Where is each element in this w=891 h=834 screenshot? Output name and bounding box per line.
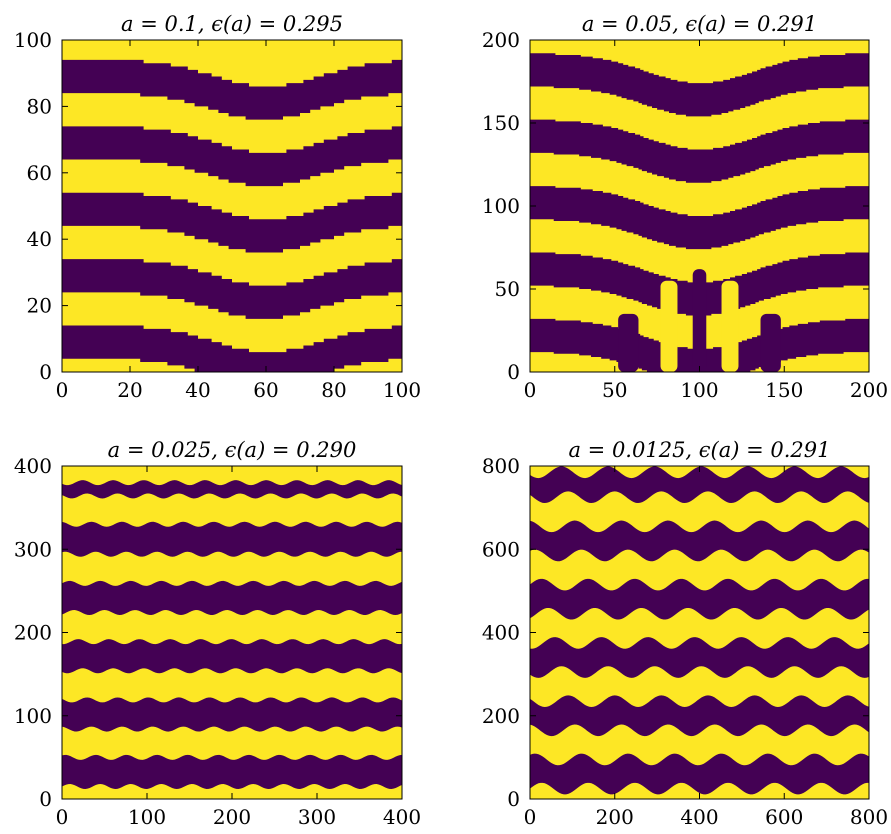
stripe-band — [530, 637, 869, 678]
y-tick-label: 600 — [482, 537, 520, 561]
x-tick-label: 0 — [524, 378, 537, 402]
y-tick-label: 150 — [482, 111, 520, 135]
stripe-band — [530, 578, 869, 620]
stripe-band — [530, 119, 869, 183]
y-tick-label: 20 — [27, 294, 52, 318]
x-tick-label: 50 — [602, 378, 627, 402]
x-tick-label: 200 — [213, 805, 251, 829]
x-tick-label: 100 — [128, 805, 166, 829]
stripe-band — [62, 59, 402, 120]
x-tick-label: 400 — [383, 805, 421, 829]
x-tick-label: 150 — [765, 378, 803, 402]
y-tick-label: 100 — [482, 194, 520, 218]
x-tick-label: 100 — [383, 378, 421, 402]
panel-3: a = 0.025, ϵ(a) = 0.290 0 100 200 300 400 0 10… — [14, 438, 421, 829]
y-tick-label: 100 — [14, 28, 52, 52]
stripe-band — [530, 753, 869, 795]
stripe-band — [530, 520, 869, 562]
y-tick-label: 200 — [482, 28, 520, 52]
stripe-band — [62, 192, 402, 253]
x-tick-label: 300 — [298, 805, 336, 829]
defect-stalk — [721, 280, 739, 372]
x-tick-label: 60 — [253, 378, 278, 402]
x-tick-label: 400 — [680, 805, 718, 829]
defect-stalk — [660, 280, 678, 372]
stripe-band — [62, 580, 402, 616]
y-tick-label: 0 — [507, 787, 520, 811]
y-tick-label: 400 — [14, 454, 52, 478]
stripe-band — [530, 186, 869, 250]
defect-stalk — [760, 313, 781, 372]
panel-3-title: a = 0.025, ϵ(a) = 0.290 — [108, 438, 357, 462]
x-tick-label: 0 — [524, 805, 537, 829]
stripe-band — [62, 754, 402, 790]
x-tick-label: 800 — [850, 805, 888, 829]
defect-stalk — [618, 313, 639, 372]
stripe-band — [530, 695, 869, 737]
panel-4-title: a = 0.0125, ϵ(a) = 0.291 — [568, 438, 830, 462]
x-tick-label: 0 — [56, 378, 69, 402]
plot-frame — [61, 39, 403, 373]
y-tick-label: 40 — [27, 227, 52, 251]
stripe-band — [530, 466, 869, 504]
y-tick-label: 0 — [507, 360, 520, 384]
x-tick-label: 0 — [56, 805, 69, 829]
panel-1: a = 0.1, ϵ(a) = 0.295 0 20 40 60 80 100 0 20 40 6… — [14, 12, 421, 402]
panel-1-title: a = 0.1, ϵ(a) = 0.295 — [121, 12, 343, 36]
x-tick-label: 20 — [117, 378, 142, 402]
stripe-band — [530, 318, 869, 372]
x-tick-label: 200 — [596, 805, 634, 829]
y-tick-label: 80 — [27, 94, 52, 118]
y-tick-label: 800 — [482, 454, 520, 478]
stripe-band — [62, 521, 402, 557]
x-tick-label: 100 — [680, 378, 718, 402]
stripe-band — [62, 480, 402, 499]
x-tick-label: 600 — [765, 805, 803, 829]
stripe-band — [62, 697, 402, 732]
y-tick-label: 60 — [27, 161, 52, 185]
y-tick-label: 400 — [482, 621, 520, 645]
x-tick-label: 200 — [850, 378, 888, 402]
y-tick-label: 0 — [39, 787, 52, 811]
y-tick-label: 300 — [14, 537, 52, 561]
stripe-band — [62, 259, 402, 319]
stripe-band — [530, 53, 869, 117]
field-background — [62, 466, 402, 799]
stripe-band — [62, 325, 402, 372]
stripe-band — [62, 639, 402, 674]
y-tick-label: 200 — [14, 621, 52, 645]
x-tick-label: 40 — [185, 378, 210, 402]
panel-4: a = 0.0125, ϵ(a) = 0.291 0 200 400 600 800 0 2… — [482, 438, 888, 829]
field-background — [530, 466, 869, 799]
y-tick-label: 0 — [39, 360, 52, 384]
stripe-band — [62, 126, 402, 187]
defect-stalk — [692, 269, 707, 372]
y-tick-label: 100 — [14, 704, 52, 728]
y-tick-label: 200 — [482, 704, 520, 728]
y-tick-label: 50 — [495, 277, 520, 301]
panel-2: a = 0.05, ϵ(a) = 0.291 0 50 100 150 200 0 50 10… — [482, 12, 888, 402]
panel-2-title: a = 0.05, ϵ(a) = 0.291 — [582, 12, 817, 36]
x-tick-label: 80 — [321, 378, 346, 402]
